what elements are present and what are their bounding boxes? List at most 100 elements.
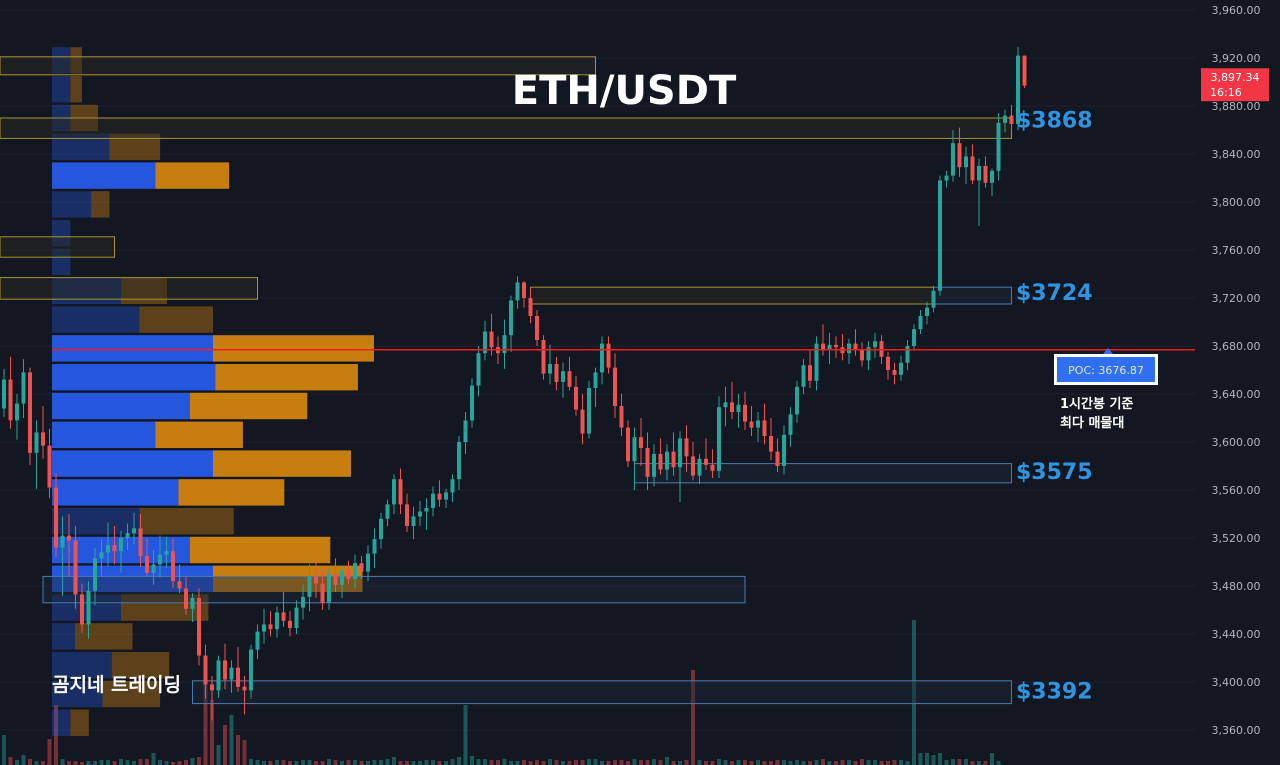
volume-bar <box>450 759 455 765</box>
candle-body <box>710 464 715 471</box>
candle-body <box>80 594 84 625</box>
volume-bar <box>522 760 526 765</box>
candle-body <box>528 298 533 316</box>
volume-bar <box>535 760 539 765</box>
volume-bar <box>990 753 994 765</box>
price-tick-label: 3,840.00 <box>1212 148 1261 161</box>
candle-body <box>1003 115 1007 123</box>
candle-body <box>99 552 104 559</box>
volume-bar <box>210 700 214 765</box>
volume-bar <box>704 761 708 765</box>
volume-bar <box>678 761 682 765</box>
volume-bar <box>567 761 572 765</box>
candle-body <box>515 282 520 301</box>
candle-body <box>15 403 19 421</box>
candle-body <box>821 343 825 350</box>
candle-body <box>476 353 481 386</box>
candle-body <box>847 343 851 354</box>
volume-bar <box>671 761 676 765</box>
volume-bar <box>795 760 799 765</box>
volume-bar <box>106 760 110 765</box>
candle-body <box>1022 55 1027 86</box>
candle-body <box>827 344 832 350</box>
candle-body <box>548 364 552 374</box>
candle-body <box>996 122 1001 171</box>
candle-body <box>619 406 624 428</box>
volume-bar <box>762 761 767 765</box>
volume-bar <box>899 760 903 765</box>
candle-body <box>301 596 305 608</box>
price-tick-label: 3,480.00 <box>1212 580 1261 593</box>
price-tick-label: 3,640.00 <box>1212 388 1261 401</box>
candle-body <box>125 533 130 538</box>
level-label: $3868 <box>1016 108 1093 133</box>
volume-bar <box>561 761 565 765</box>
volume-profile-sell-bar <box>155 162 230 189</box>
volume-bar <box>34 761 39 765</box>
volume-bar <box>866 760 871 765</box>
candlesticks <box>2 47 1027 721</box>
candle-body <box>346 570 351 579</box>
volume-profile-sell-bar <box>70 47 82 74</box>
candle-body <box>216 660 221 691</box>
volume-bar <box>333 760 338 765</box>
price-tick-label: 3,880.00 <box>1212 100 1261 113</box>
volume-bar <box>892 760 897 765</box>
volume-bar <box>873 760 877 765</box>
candle-body <box>379 518 383 540</box>
candle-body <box>730 402 734 412</box>
volume-bar <box>151 753 156 765</box>
volume-bar <box>756 760 760 765</box>
volume-profile-buy-bar <box>52 162 156 189</box>
candle-body <box>873 341 877 348</box>
volume-bar <box>743 760 747 765</box>
volume-bar <box>203 675 208 765</box>
volume-bar <box>860 759 864 765</box>
candle-body <box>171 551 175 582</box>
price-tick-label: 3,560.00 <box>1212 484 1261 497</box>
candle-body <box>626 427 630 462</box>
price-tick-label: 3,960.00 <box>1212 4 1261 17</box>
volume-bar <box>964 759 968 765</box>
volume-bar <box>184 760 188 765</box>
price-tick-label: 3,520.00 <box>1212 532 1261 545</box>
level-label: $3392 <box>1016 680 1093 705</box>
volume-bar <box>944 760 949 765</box>
level-label: $3724 <box>1016 281 1093 306</box>
candle-body <box>658 454 663 470</box>
candle-body <box>93 558 97 591</box>
candle-body <box>470 385 474 421</box>
candle-body <box>970 156 975 181</box>
volume-bar <box>145 759 149 765</box>
volume-bar <box>190 758 195 765</box>
chart-title: ETH/USDT <box>512 68 737 114</box>
volume-bar <box>288 761 292 765</box>
volume-bar <box>99 760 104 765</box>
candle-body <box>554 364 559 382</box>
volume-bar <box>327 759 331 765</box>
volume-bar <box>353 760 357 765</box>
volume-bar <box>80 762 84 765</box>
volume-profile-sell-bar <box>139 508 234 535</box>
candle-body <box>385 504 390 519</box>
volume-bar <box>509 761 513 765</box>
volume-bar <box>710 761 715 765</box>
candle-body <box>808 365 812 381</box>
volume-bar <box>164 761 169 765</box>
volume-bar <box>626 761 630 765</box>
volume-bar <box>197 757 201 765</box>
volume-bar <box>411 761 416 765</box>
candle-body <box>307 576 312 597</box>
price-axis[interactable]: 3,960.00 3,920.00 3,880.00 3,840.00 3,800.00… <box>1212 4 1261 737</box>
candle-body <box>697 458 702 476</box>
volume-bar <box>268 761 273 765</box>
candle-body <box>762 420 767 436</box>
yellow-zone-box <box>0 56 596 76</box>
candle-body <box>275 612 279 630</box>
candle-body <box>437 493 442 500</box>
candle-body <box>899 362 903 375</box>
candle-body <box>606 343 611 368</box>
candle-body <box>892 370 897 375</box>
volume-bar <box>847 760 851 765</box>
